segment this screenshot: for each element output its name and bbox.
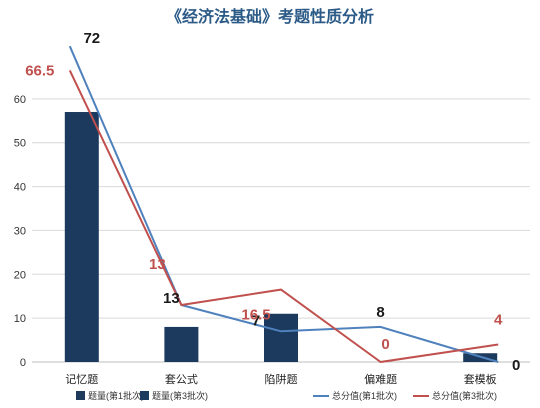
- y-axis: 0 10 20 30 40 50 60: [14, 94, 26, 369]
- x-tick-label: 套模板: [464, 372, 497, 386]
- data-label: 8: [376, 304, 384, 321]
- y-tick-label: 10: [14, 313, 26, 325]
- x-axis: 记忆题 套公式 陷阱题 偏难题 套模板: [65, 372, 496, 386]
- legend-label: 题量(第1批次): [88, 390, 144, 401]
- bar: [164, 326, 199, 362]
- bars: [64, 112, 498, 362]
- data-label: 16.5: [241, 307, 270, 324]
- data-label: 66.5: [25, 62, 54, 79]
- data-label: 72: [83, 30, 100, 47]
- line-series-1: [68, 45, 499, 363]
- y-tick-label: 40: [14, 182, 26, 194]
- legend-label: 题量(第3批次): [152, 390, 208, 401]
- line-series-2: [68, 69, 499, 364]
- data-label: 7: [252, 312, 260, 329]
- x-tick-label: 陷阱题: [265, 372, 298, 386]
- grid-lines: [32, 98, 530, 363]
- bar: [64, 112, 99, 362]
- x-tick-label: 偏难题: [364, 372, 397, 386]
- x-tick-label: 套公式: [165, 373, 198, 386]
- legend: 题量(第1批次) 题量(第3批次) 总分值(第1批次) 总分值(第3批次): [76, 390, 497, 401]
- y-tick-label: 60: [14, 94, 26, 106]
- y-tick-label: 20: [14, 269, 26, 281]
- data-label: 0: [381, 336, 389, 353]
- y-tick-label: 0: [20, 357, 26, 369]
- data-label: 4: [494, 311, 503, 328]
- data-labels: 72 13 7 8 0 66.5 13 16.5 0 4: [25, 30, 520, 374]
- bar: [264, 313, 298, 362]
- legend-swatch: [76, 391, 85, 400]
- data-label: 13: [163, 290, 180, 307]
- legend-label: 总分值(第1批次): [332, 390, 397, 401]
- data-label: 13: [149, 256, 166, 273]
- y-tick-label: 30: [14, 225, 26, 237]
- lines: [68, 45, 499, 364]
- x-tick-label: 记忆题: [65, 373, 98, 386]
- legend-label: 总分值(第3批次): [432, 390, 497, 401]
- y-tick-label: 50: [14, 138, 26, 150]
- legend-swatch: [140, 391, 149, 400]
- chart-title: 《经济法基础》考题性质分析: [166, 7, 374, 26]
- data-label: 0: [512, 357, 520, 374]
